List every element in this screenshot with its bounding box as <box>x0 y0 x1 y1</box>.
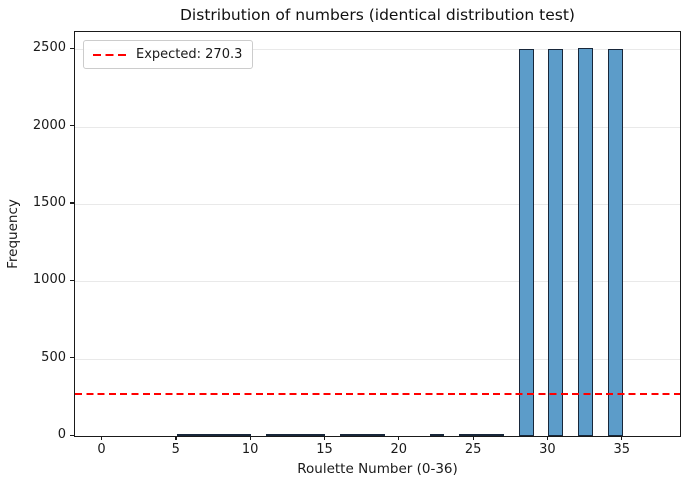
bar-number-26 <box>488 433 504 436</box>
bar-number-25 <box>474 433 489 436</box>
bar-number-34 <box>607 48 623 436</box>
x-tick-mark <box>249 436 251 440</box>
x-tick-label: 20 <box>390 442 408 457</box>
x-tick-mark <box>175 436 177 440</box>
bar-number-14 <box>310 433 326 436</box>
x-axis-label: Roulette Number (0-36) <box>297 461 458 477</box>
y-tick-mark <box>70 279 74 281</box>
y-tick-mark <box>70 434 74 436</box>
y-tick-label: 1000 <box>32 272 66 288</box>
legend: Expected: 270.3 <box>83 40 254 69</box>
chart-title: Distribution of numbers (identical distr… <box>180 6 575 24</box>
bar-number-28 <box>518 48 534 436</box>
gridline <box>75 49 680 51</box>
x-tick-label: 15 <box>316 442 333 457</box>
dashed-line-sample <box>93 53 127 56</box>
expected-value-line <box>75 393 680 396</box>
y-tick-mark <box>70 357 74 359</box>
y-tick-mark <box>70 202 74 204</box>
plot-area: Expected: 270.3 <box>74 31 681 437</box>
x-tick-mark <box>398 436 400 440</box>
x-tick-mark <box>621 436 623 440</box>
x-tick-label: 25 <box>464 442 482 457</box>
x-tick-mark <box>472 436 474 440</box>
bar-number-24 <box>459 433 475 436</box>
bar-number-6 <box>191 433 207 436</box>
x-tick-label: 0 <box>97 442 106 457</box>
gridline <box>75 281 680 283</box>
x-tick-label: 35 <box>613 442 631 457</box>
bar-number-16 <box>340 433 356 436</box>
x-tick-label: 5 <box>171 442 180 457</box>
gridline <box>75 203 680 205</box>
bar-number-7 <box>206 433 222 436</box>
bar-number-32 <box>578 48 594 436</box>
legend-label: Expected: 270.3 <box>136 47 243 62</box>
x-tick-label: 10 <box>241 442 259 457</box>
y-axis-label: Frequency <box>5 199 21 269</box>
bar-number-13 <box>295 433 311 436</box>
y-tick-mark <box>70 47 74 49</box>
gridline <box>75 126 680 128</box>
bar-number-8 <box>221 433 237 436</box>
y-tick-label: 0 <box>57 427 66 442</box>
x-tick-label: 30 <box>539 442 556 457</box>
x-tick-mark <box>101 436 103 440</box>
bar-number-11 <box>266 433 281 436</box>
bar-number-18 <box>370 433 385 436</box>
gridline <box>75 358 680 360</box>
bar-number-9 <box>236 433 252 436</box>
y-tick-mark <box>70 125 74 127</box>
x-tick-mark <box>323 436 326 440</box>
y-tick-label: 500 <box>41 349 66 365</box>
bar-number-5 <box>176 433 192 436</box>
bar-number-12 <box>280 433 296 436</box>
bar-number-30 <box>548 48 564 436</box>
y-tick-label: 1500 <box>32 194 66 210</box>
bar-number-17 <box>355 433 371 436</box>
x-tick-mark <box>546 436 549 440</box>
bar-number-22 <box>429 433 445 436</box>
y-tick-label: 2000 <box>32 117 66 133</box>
y-tick-label: 2500 <box>32 40 66 56</box>
